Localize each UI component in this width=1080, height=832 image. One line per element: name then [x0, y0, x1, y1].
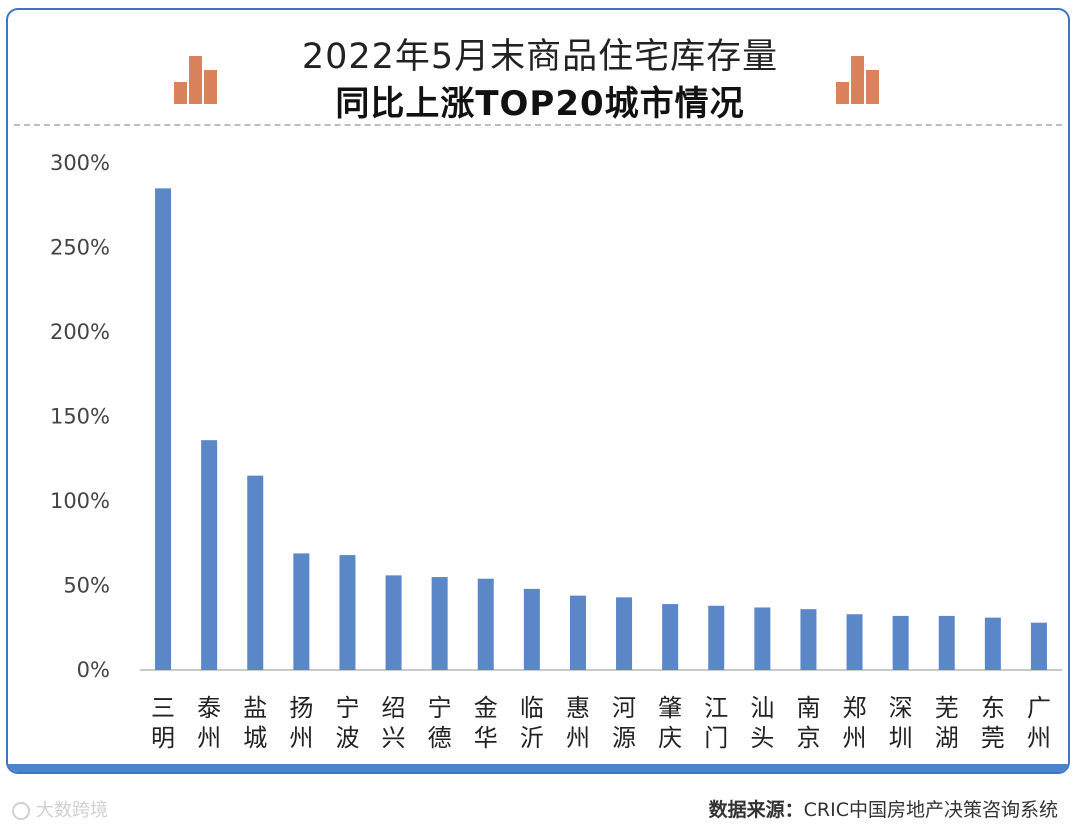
- source-label: 数据来源：: [708, 799, 804, 821]
- x-tick-label-char: 沂: [520, 724, 544, 752]
- x-tick-label-char: 州: [843, 724, 867, 752]
- y-tick-label: 150%: [50, 405, 110, 429]
- chart-title-line1: 2022年5月末商品住宅库存量: [301, 37, 779, 77]
- chart-title-line2: 同比上涨TOP20城市情况: [335, 84, 745, 124]
- x-tick-label-char: 庆: [658, 724, 682, 752]
- bar-19: [984, 617, 1001, 670]
- bar-9: [523, 588, 540, 670]
- x-tick-label-char: 广: [1027, 694, 1051, 722]
- x-tick-label-char: 门: [704, 724, 728, 752]
- x-tick-label-char: 圳: [889, 724, 913, 752]
- bar-17: [892, 615, 909, 670]
- bar-10: [569, 595, 586, 670]
- bar-4: [293, 553, 310, 670]
- x-tick-label-char: 波: [335, 724, 359, 752]
- y-tick-label: 100%: [50, 489, 110, 513]
- x-tick-label-char: 东: [981, 694, 1005, 722]
- title-divider: [14, 124, 1062, 126]
- source-text: CRIC中国房地产决策咨询系统: [803, 799, 1058, 821]
- bar-11: [616, 597, 633, 670]
- x-tick-label-char: 州: [1027, 724, 1051, 752]
- watermark-logo-icon: [12, 802, 30, 820]
- bar-12: [662, 604, 679, 670]
- x-tick-label-char: 兴: [382, 724, 406, 752]
- bar-1: [155, 188, 172, 670]
- bar-6: [385, 575, 402, 670]
- x-tick-label-char: 临: [520, 694, 544, 722]
- x-tick-label-char: 明: [151, 724, 175, 752]
- x-tick-label-char: 华: [474, 724, 498, 752]
- x-tick-label-char: 肇: [658, 694, 682, 722]
- bar-20: [1030, 622, 1047, 670]
- x-tick-label-char: 头: [750, 724, 774, 752]
- x-tick-label-char: 南: [796, 694, 820, 722]
- x-tick-label-char: 宁: [335, 694, 359, 722]
- x-tick-label-char: 州: [289, 724, 313, 752]
- x-tick-label-char: 京: [796, 724, 820, 752]
- y-tick-label: 0%: [77, 658, 110, 682]
- watermark: 大数跨境: [12, 796, 108, 822]
- x-tick-label-char: 芜: [935, 694, 959, 722]
- y-tick-label: 200%: [50, 320, 110, 344]
- card-bottom-bar: [8, 764, 1068, 772]
- bar-3: [247, 475, 264, 670]
- x-tick-label-char: 州: [197, 724, 221, 752]
- x-tick-label-char: 宁: [428, 694, 452, 722]
- bar-8: [477, 578, 494, 670]
- x-tick-label-char: 河: [612, 694, 636, 722]
- x-tick-label-char: 州: [566, 724, 590, 752]
- bar-chart: 0%50%100%150%200%250%300%三明泰州盐城扬州宁波绍兴宁德金…: [50, 151, 1062, 752]
- bar-13: [708, 605, 725, 670]
- x-tick-label-char: 泰: [197, 694, 221, 722]
- bar-2: [201, 440, 218, 670]
- data-source: 数据来源：CRIC中国房地产决策咨询系统: [709, 795, 1058, 822]
- bar-chart-decoration-icon: [174, 48, 222, 104]
- y-tick-label: 300%: [50, 151, 110, 175]
- x-tick-label-char: 源: [612, 724, 636, 752]
- bar-7: [431, 577, 448, 670]
- bar-5: [339, 555, 356, 670]
- watermark-text: 大数跨境: [36, 800, 108, 821]
- x-tick-label-char: 金: [474, 694, 498, 722]
- x-tick-label-char: 扬: [289, 694, 313, 722]
- bar-chart-decoration-icon: [836, 48, 884, 104]
- x-tick-label-char: 城: [243, 724, 267, 752]
- x-tick-label-char: 莞: [981, 724, 1005, 752]
- bar-18: [938, 615, 955, 670]
- x-tick-label-char: 三: [151, 694, 175, 722]
- bar-15: [800, 609, 817, 670]
- y-tick-label: 50%: [63, 574, 110, 598]
- bar-16: [846, 614, 863, 670]
- bar-14: [754, 607, 771, 670]
- x-tick-label-char: 惠: [566, 694, 590, 722]
- x-tick-label-char: 深: [889, 694, 913, 722]
- x-tick-label-char: 湖: [935, 724, 959, 752]
- x-tick-label-char: 郑: [843, 694, 867, 722]
- x-tick-label-char: 德: [428, 724, 452, 752]
- y-tick-label: 250%: [50, 236, 110, 260]
- x-tick-label-char: 汕: [750, 694, 774, 722]
- x-tick-label-char: 绍: [382, 694, 406, 722]
- x-tick-label-char: 盐: [243, 694, 267, 722]
- x-tick-label-char: 江: [704, 694, 728, 722]
